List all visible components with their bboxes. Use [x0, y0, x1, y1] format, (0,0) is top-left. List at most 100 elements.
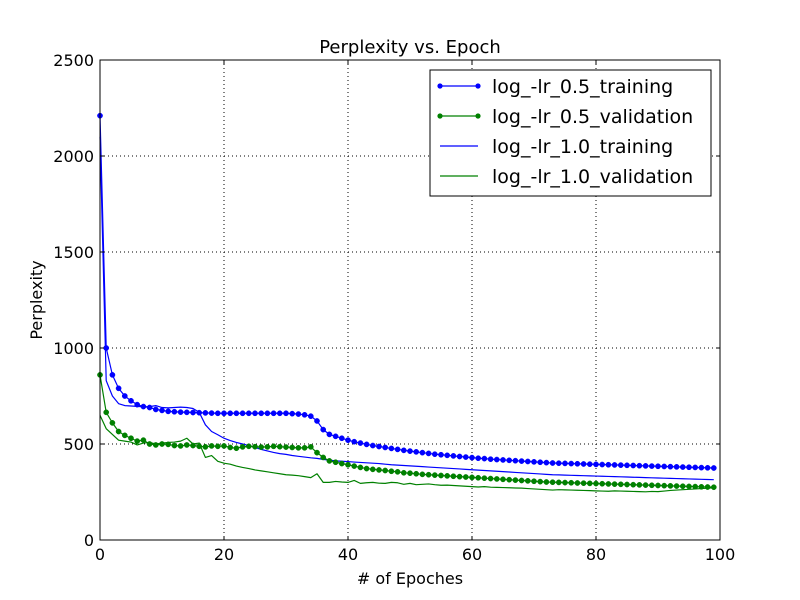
data-point [376, 443, 382, 450]
data-point [140, 437, 147, 444]
data-point [233, 410, 240, 417]
data-point [320, 426, 327, 433]
data-point [617, 481, 624, 488]
data-point [369, 442, 376, 449]
data-point [103, 409, 110, 416]
data-point [165, 408, 172, 415]
data-point [413, 470, 420, 477]
data-point [165, 441, 172, 448]
legend-label: log_-lr_0.5_training [492, 76, 673, 98]
data-point [190, 409, 196, 416]
data-point [314, 418, 320, 424]
data-point [264, 444, 271, 450]
data-point [686, 483, 692, 490]
data-point [295, 444, 302, 451]
data-point [624, 481, 630, 488]
data-point [140, 403, 147, 410]
data-point [103, 345, 110, 351]
data-point [227, 444, 234, 451]
data-point [586, 480, 593, 487]
data-point [642, 463, 649, 469]
data-point [562, 479, 568, 486]
data-point [320, 454, 327, 461]
data-point [599, 480, 606, 487]
data-point [698, 483, 705, 490]
data-point [276, 410, 283, 417]
y-tick-label: 0 [84, 531, 94, 550]
data-point [413, 449, 420, 455]
data-point [438, 472, 444, 479]
data-point [134, 438, 141, 444]
data-point [692, 464, 699, 471]
data-point [574, 480, 581, 486]
data-point [425, 450, 432, 457]
data-point [469, 474, 475, 481]
data-point [593, 461, 599, 468]
data-point [704, 464, 711, 471]
legend-entry: log_-lr_1.0_training [440, 136, 673, 158]
data-point [549, 479, 556, 486]
data-point [630, 481, 637, 488]
legend-box [429, 69, 712, 197]
series-line [99, 374, 714, 488]
data-point [710, 465, 717, 471]
data-point [382, 467, 389, 474]
series-layer [97, 112, 717, 493]
x-tick-label: 20 [214, 545, 234, 564]
data-point [115, 428, 122, 435]
data-point [524, 458, 531, 465]
data-point [704, 484, 711, 490]
data-point [221, 410, 227, 417]
data-point [270, 443, 277, 450]
data-point [369, 466, 376, 473]
data-point [338, 435, 345, 442]
series-line [99, 414, 714, 493]
data-point [512, 477, 519, 483]
data-point [245, 410, 252, 417]
data-point [146, 441, 153, 447]
data-point [599, 461, 606, 468]
legend-marker [475, 83, 481, 89]
data-point [500, 476, 506, 483]
data-point [295, 411, 302, 417]
y-tick-label: 500 [63, 435, 94, 454]
data-point [357, 440, 364, 446]
data-point [233, 445, 240, 452]
data-point [283, 410, 289, 417]
data-point [252, 410, 258, 417]
data-point [351, 463, 358, 469]
legend-marker [437, 83, 443, 89]
data-point [475, 474, 482, 481]
data-point [177, 443, 184, 449]
data-point [679, 464, 686, 470]
data-point [376, 467, 382, 473]
data-point [214, 443, 221, 450]
data-point [115, 385, 122, 392]
plot-frame [99, 59, 721, 541]
data-point [462, 474, 469, 480]
data-point [580, 480, 587, 487]
data-point [363, 465, 370, 472]
series-log_-lr_0.5_training [97, 112, 717, 471]
data-point [667, 483, 674, 489]
data-point [239, 444, 246, 450]
data-point [562, 460, 568, 467]
data-point [202, 444, 209, 450]
x-tick-label: 80 [586, 545, 606, 564]
data-point [407, 448, 413, 454]
legend-label: log_-lr_1.0_validation [492, 166, 693, 188]
data-point [419, 449, 426, 456]
data-point [543, 479, 550, 485]
y-axis-label: Perplexity [27, 260, 46, 339]
data-point [407, 470, 413, 477]
chart-title: Perplexity vs. Epoch [319, 37, 501, 58]
data-point [332, 459, 339, 466]
data-point [208, 443, 215, 449]
data-point [636, 482, 643, 488]
data-point [425, 471, 432, 478]
data-point [128, 397, 134, 404]
data-point [531, 459, 537, 465]
data-point [152, 442, 159, 448]
data-point [524, 478, 531, 484]
data-point [580, 461, 587, 467]
